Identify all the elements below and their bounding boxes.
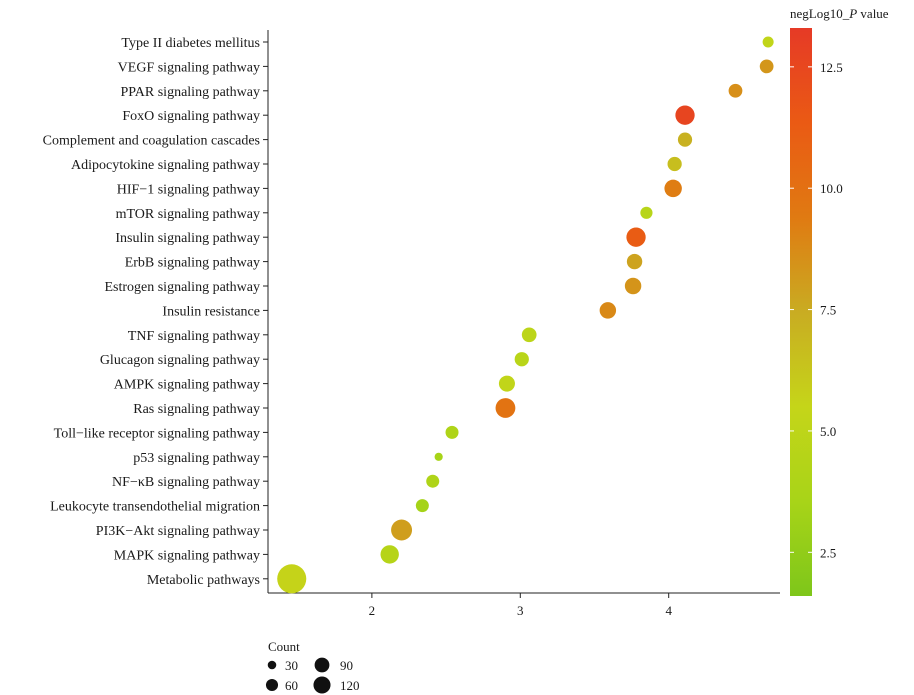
legend-size-label: 90 [340, 658, 353, 673]
colorbar-tick-label: 12.5 [820, 60, 843, 75]
legend-size-dot [313, 676, 331, 694]
data-point [677, 132, 693, 147]
category-label: HIF−1 signaling pathway [117, 182, 260, 197]
data-point [599, 302, 617, 319]
data-point [675, 105, 695, 125]
colorbar-gradient [790, 28, 812, 596]
data-point [391, 519, 413, 541]
data-point [495, 398, 516, 418]
colorbar-tick-label: 2.5 [820, 545, 836, 560]
x-tick-label: 2 [369, 603, 376, 618]
category-label: AMPK signaling pathway [114, 378, 260, 393]
colorbar-title: negLog10_P value [790, 6, 889, 21]
category-label: Insulin signaling pathway [115, 231, 260, 246]
category-label: mTOR signaling pathway [116, 207, 260, 222]
data-point [277, 564, 307, 594]
colorbar-tick-label: 5.0 [820, 424, 836, 439]
data-point [445, 425, 459, 439]
data-point [626, 253, 643, 270]
x-tick-label: 3 [517, 603, 524, 618]
category-label: Adipocytokine signaling pathway [71, 158, 260, 173]
category-label: Glucagon signaling pathway [100, 353, 260, 368]
category-label: Leukocyte transendothelial migration [50, 500, 260, 515]
data-point [762, 36, 774, 48]
size-legend: Count 30 60 90 120 [265, 639, 360, 694]
colorbar-tick-label: 10.0 [820, 181, 843, 196]
category-label: MAPK signaling pathway [114, 548, 260, 563]
category-label: Type II diabetes mellitus [121, 36, 260, 51]
data-point [514, 352, 529, 367]
category-label: PI3K−Akt signaling pathway [96, 524, 260, 539]
plot-area: Type II diabetes mellitus VEGF signaling … [43, 30, 780, 618]
category-label: TNF signaling pathway [128, 329, 260, 344]
category-label: ErbB signaling pathway [125, 256, 260, 271]
data-point [521, 327, 537, 343]
data-point [426, 474, 440, 488]
data-point [759, 59, 774, 74]
data-point [434, 452, 443, 461]
category-label: FoxO signaling pathway [122, 109, 260, 124]
legend-size-label: 30 [285, 658, 298, 673]
data-point [728, 83, 743, 98]
category-label: Metabolic pathways [147, 573, 260, 588]
data-point [664, 179, 682, 198]
legend-size-dot [267, 660, 277, 670]
category-label: p53 signaling pathway [133, 451, 260, 466]
category-label: Complement and coagulation cascades [43, 134, 260, 149]
data-point [624, 277, 642, 295]
data-point [626, 227, 646, 247]
color-legend: 2.5 5.0 7.5 10.0 12.5 negLog10_P value [790, 6, 889, 596]
category-label: PPAR signaling pathway [121, 85, 261, 100]
category-label: Ras signaling pathway [133, 402, 260, 417]
data-point [415, 499, 429, 513]
category-label: NF−κB signaling pathway [112, 475, 260, 490]
category-label: Insulin resistance [162, 304, 260, 319]
x-tick-label: 4 [665, 603, 672, 618]
legend-size-label: 120 [340, 678, 360, 693]
legend-size-dot [265, 678, 279, 692]
category-label: Toll−like receptor signaling pathway [54, 426, 260, 441]
legend-size-label: 60 [285, 678, 298, 693]
category-label: VEGF signaling pathway [118, 60, 260, 75]
data-point [640, 206, 653, 219]
colorbar-tick-label: 7.5 [820, 303, 836, 318]
legend-title: Count [268, 639, 300, 654]
data-point [498, 375, 515, 392]
data-point [380, 545, 399, 564]
legend-size-dot [314, 657, 330, 673]
data-point [667, 156, 682, 172]
category-label: Estrogen signaling pathway [104, 280, 260, 295]
